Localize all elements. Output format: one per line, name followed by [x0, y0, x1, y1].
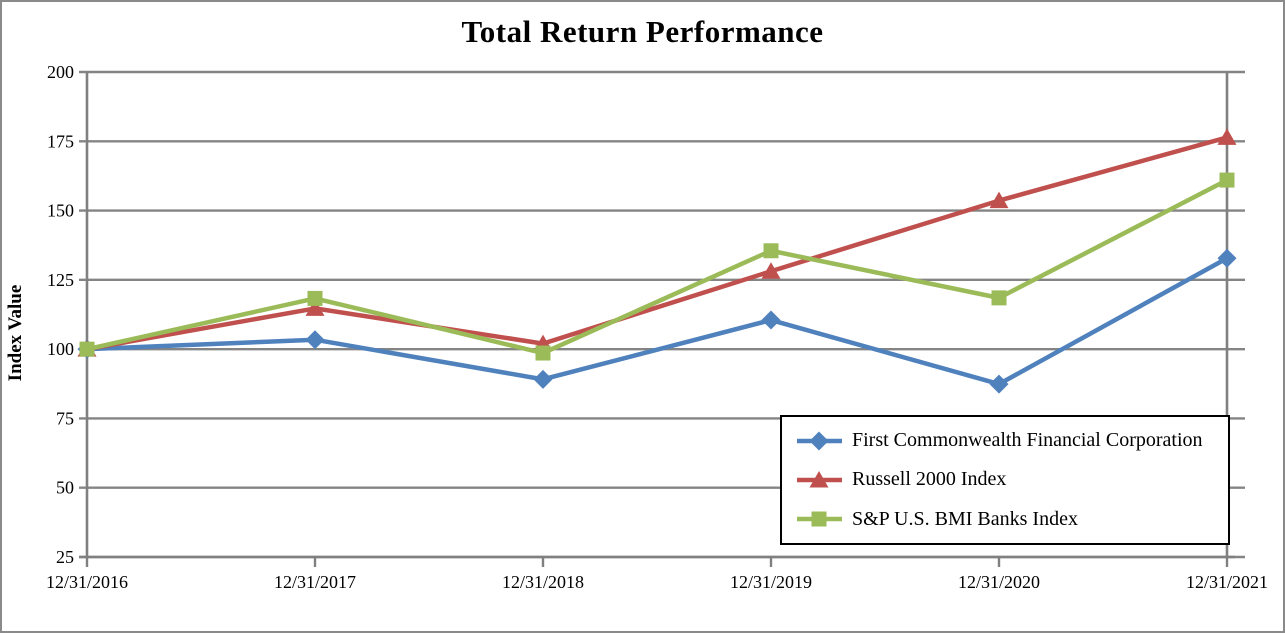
y-tick-label: 150	[47, 201, 74, 221]
data-point-marker	[533, 369, 553, 389]
legend-marker-square-icon	[797, 511, 842, 527]
data-point-marker	[989, 191, 1009, 209]
data-point-marker	[991, 290, 1007, 306]
legend: First Commonwealth Financial Corporation…	[780, 415, 1230, 545]
chart-title: Total Return Performance	[461, 14, 824, 49]
data-point-marker	[989, 374, 1009, 394]
y-tick-label: 200	[47, 62, 74, 82]
legend-label: S&P U.S. BMI Banks Index	[852, 507, 1078, 530]
legend-marker-diamond-icon	[797, 431, 842, 451]
x-tick-label: 12/31/2021	[1186, 572, 1268, 592]
y-tick-label: 175	[47, 131, 74, 151]
legend-item: First Commonwealth Financial Corporation	[795, 429, 1228, 453]
data-point-marker	[307, 290, 323, 306]
legend-item: S&P U.S. BMI Banks Index	[795, 507, 1228, 531]
y-tick-label: 75	[56, 408, 74, 428]
series-line	[84, 177, 1230, 356]
y-tick-label: 25	[56, 547, 74, 567]
data-point-marker	[763, 243, 779, 259]
legend-marker-triangle-icon	[797, 470, 842, 488]
series-line	[84, 255, 1230, 387]
x-tick-label: 12/31/2017	[274, 572, 356, 592]
x-tick-label: 12/31/2019	[730, 572, 812, 592]
data-point-marker	[79, 341, 95, 357]
x-tick-label: 12/31/2016	[46, 572, 128, 592]
legend-point-marker	[811, 511, 827, 527]
series-line	[84, 135, 1230, 352]
data-point-marker	[535, 345, 551, 361]
x-tick-label: 12/31/2018	[502, 572, 584, 592]
data-point-marker	[761, 310, 781, 330]
data-point-marker	[1219, 172, 1235, 188]
y-tick-label: 100	[47, 339, 74, 359]
legend-item: Russell 2000 Index	[795, 468, 1228, 492]
legend-label: Russell 2000 Index	[852, 468, 1007, 491]
y-tick-label: 50	[56, 478, 74, 498]
legend-point-marker	[809, 431, 829, 451]
data-point-marker	[305, 299, 325, 316]
data-point-marker	[761, 262, 781, 279]
legend-point-marker	[809, 470, 829, 488]
x-tick-label: 12/31/2020	[958, 572, 1040, 592]
data-point-marker	[1217, 248, 1237, 268]
data-point-marker	[305, 330, 325, 350]
data-point-marker	[1217, 128, 1237, 145]
y-tick-label: 125	[47, 270, 74, 290]
legend-label: First Commonwealth Financial Corporation	[852, 429, 1203, 452]
